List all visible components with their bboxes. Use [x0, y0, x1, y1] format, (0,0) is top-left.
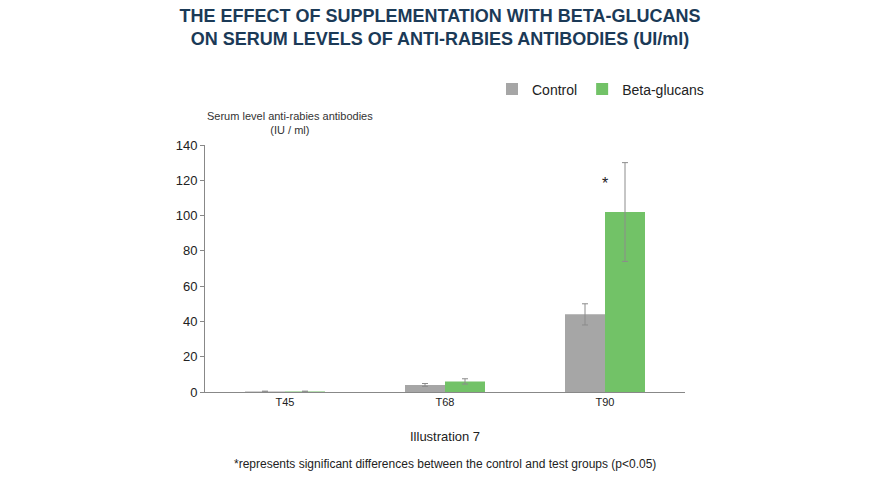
svg-text:*: * [602, 175, 608, 192]
svg-text:60: 60 [183, 279, 197, 294]
svg-text:T68: T68 [436, 396, 455, 408]
svg-text:THE EFFECT OF SUPPLEMENTATION: THE EFFECT OF SUPPLEMENTATION WITH BETA-… [180, 6, 701, 49]
svg-text:T45: T45 [276, 396, 295, 408]
svg-text:0: 0 [190, 385, 197, 400]
svg-text:T90: T90 [596, 396, 615, 408]
svg-text:*represents significant differ: *represents significant differences betw… [234, 457, 656, 471]
svg-text:Serum level anti-rabies antibo: Serum level anti-rabies antibodies(IU / … [207, 110, 373, 136]
svg-text:20: 20 [183, 349, 197, 364]
svg-text:40: 40 [183, 314, 197, 329]
svg-text:Beta-glucans: Beta-glucans [622, 82, 704, 98]
svg-text:Control: Control [532, 82, 577, 98]
svg-text:80: 80 [183, 243, 197, 258]
svg-text:Illustration 7: Illustration 7 [410, 429, 480, 444]
svg-text:120: 120 [176, 173, 198, 188]
svg-text:100: 100 [176, 208, 198, 223]
svg-text:140: 140 [176, 138, 198, 153]
